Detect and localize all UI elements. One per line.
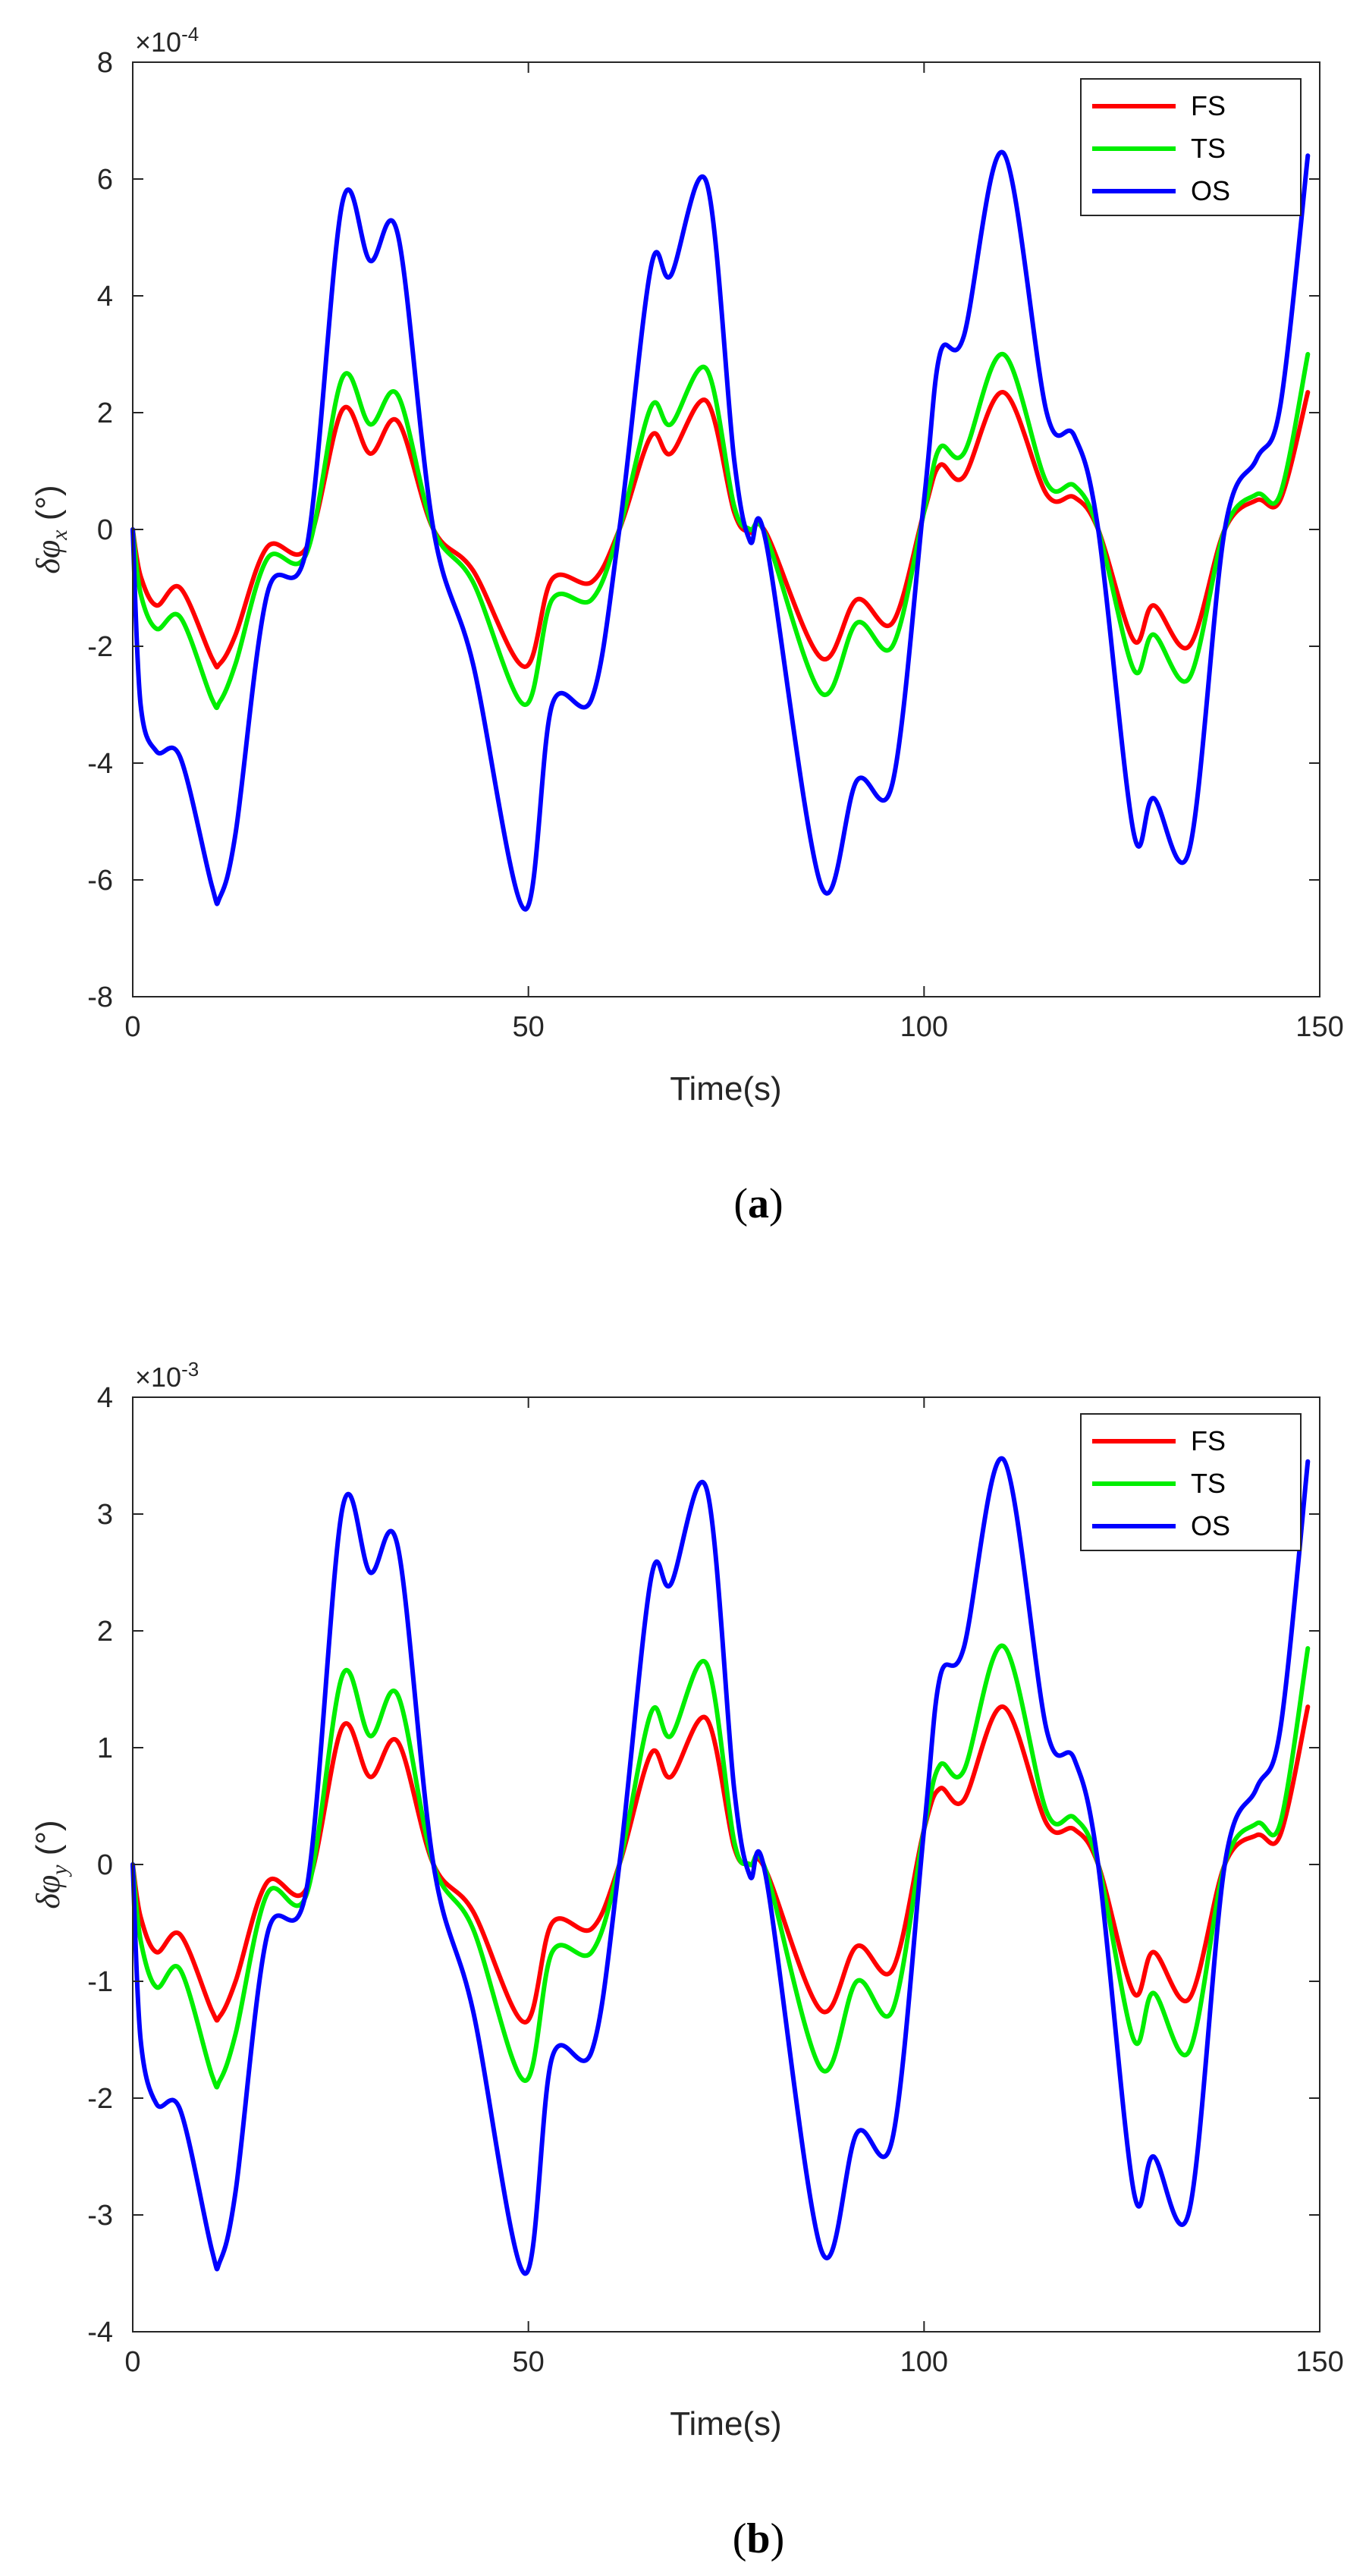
caption-a: (a)	[733, 1180, 783, 1227]
chart-b-xtick-label: 50	[513, 2346, 545, 2378]
chart-a-ytick-label: 0	[97, 514, 113, 546]
chart-a-ytick-label: 4	[97, 281, 113, 313]
chart-a-legend: FS TS OS	[1080, 78, 1302, 216]
chart-a-series-fs	[130, 390, 1311, 670]
chart-b-ytick-label: -1	[87, 1966, 113, 1998]
chart-b-ylabel: δφy (°)	[30, 1820, 72, 1908]
chart-b-legend: FS TS OS	[1080, 1413, 1302, 1551]
chart-a-ytick-label: -8	[87, 982, 113, 1013]
panel-b: 0 50 100 150 -4 -3 -2 -1 0 1 2 3 4 ×10-3 Time(s) δφy…	[30, 1358, 1344, 2562]
chart-b-legend-label-ts: TS	[1191, 1468, 1226, 1499]
chart-b-legend-label-os: OS	[1191, 1510, 1230, 1541]
chart-b-xlabel: Time(s)	[670, 2405, 781, 2442]
chart-a-ytick-label: 8	[97, 47, 113, 79]
chart-b-ytick-label: 0	[97, 1849, 113, 1881]
chart-a-ytick-label: 2	[97, 397, 113, 429]
chart-b-legend-label-fs: FS	[1191, 1425, 1226, 1456]
chart-b-series-os	[130, 1456, 1311, 2276]
chart-a-ytick-label: -6	[87, 865, 113, 897]
chart-a-series-ts	[130, 352, 1311, 711]
chart-a-ylabel: δφx (°)	[30, 485, 72, 573]
chart-a-ytick-label: 6	[97, 164, 113, 196]
panel-a: 0 50 100 150 -8 -6 -4 -2 0 2 4 6 8 ×10-4 Time(s) δφx…	[30, 23, 1344, 1227]
chart-a-xtick-label: 50	[513, 1011, 545, 1043]
chart-a-legend-label-os: OS	[1191, 175, 1230, 206]
chart-b-xtick-label: 150	[1295, 2346, 1343, 2378]
chart-b-xtick-label: 0	[124, 2346, 140, 2378]
chart-b-ytick-label: -3	[87, 2200, 113, 2232]
caption-b: (b)	[733, 2515, 784, 2562]
chart-a-legend-label-ts: TS	[1191, 133, 1226, 164]
chart-b-ticks: 0 50 100 150 -4 -3 -2 -1 0 1 2 3 4	[87, 1382, 1344, 2378]
chart-b-xtick-label: 100	[900, 2346, 948, 2378]
chart-b-series-ts	[130, 1643, 1311, 2090]
chart-a-xtick-label: 0	[124, 1011, 140, 1043]
chart-a-series-os	[130, 149, 1311, 912]
chart-b-ytick-label: 1	[97, 1733, 113, 1764]
chart-a-ytick-label: -4	[87, 748, 113, 780]
chart-b-ytick-label: 2	[97, 1616, 113, 1648]
chart-b-lines	[130, 1456, 1311, 2276]
chart-a-xtick-label: 150	[1295, 1011, 1343, 1043]
chart-b-series-fs	[130, 1704, 1311, 2025]
chart-a-exponent: ×10-4	[135, 23, 199, 58]
chart-a-legend-label-fs: FS	[1191, 90, 1226, 121]
chart-a-xtick-label: 100	[900, 1011, 948, 1043]
chart-b-ytick-label: 4	[97, 1382, 113, 1414]
chart-b-ytick-label: -2	[87, 2083, 113, 2115]
chart-b-exponent: ×10-3	[135, 1358, 199, 1393]
chart-a-ytick-label: -2	[87, 631, 113, 663]
chart-b-ytick-label: 3	[97, 1499, 113, 1531]
chart-b-ytick-label: -4	[87, 2317, 113, 2348]
chart-a-ticks: 0 50 100 150 -8 -6 -4 -2 0 2 4 6 8	[87, 47, 1344, 1043]
chart-a-lines	[130, 149, 1311, 912]
chart-a-xlabel: Time(s)	[670, 1070, 781, 1107]
